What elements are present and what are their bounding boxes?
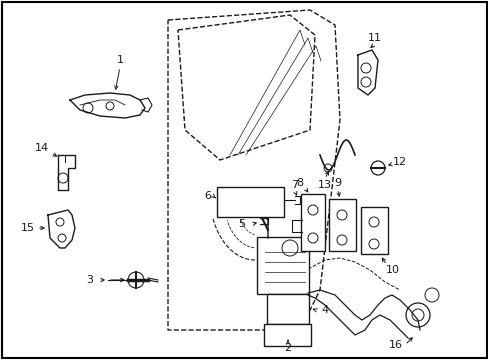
Text: 12: 12 — [392, 157, 406, 167]
FancyBboxPatch shape — [328, 199, 355, 251]
FancyBboxPatch shape — [360, 207, 387, 254]
FancyBboxPatch shape — [301, 194, 325, 251]
Text: 14: 14 — [35, 143, 49, 153]
Text: 9: 9 — [334, 178, 341, 188]
Text: 7: 7 — [291, 180, 298, 190]
Text: 6: 6 — [204, 191, 211, 201]
Text: 8: 8 — [296, 178, 303, 188]
FancyBboxPatch shape — [266, 294, 308, 324]
Text: 15: 15 — [21, 223, 35, 233]
FancyBboxPatch shape — [264, 324, 310, 346]
Text: 5: 5 — [238, 219, 245, 229]
Text: 16: 16 — [388, 340, 402, 350]
FancyBboxPatch shape — [217, 187, 284, 217]
FancyBboxPatch shape — [257, 237, 308, 294]
Text: 2: 2 — [284, 343, 291, 353]
Text: 1: 1 — [116, 55, 123, 65]
Text: 4: 4 — [321, 305, 328, 315]
Text: 3: 3 — [86, 275, 93, 285]
Text: 10: 10 — [385, 265, 399, 275]
Text: 13: 13 — [317, 180, 331, 190]
Text: 11: 11 — [367, 33, 381, 43]
